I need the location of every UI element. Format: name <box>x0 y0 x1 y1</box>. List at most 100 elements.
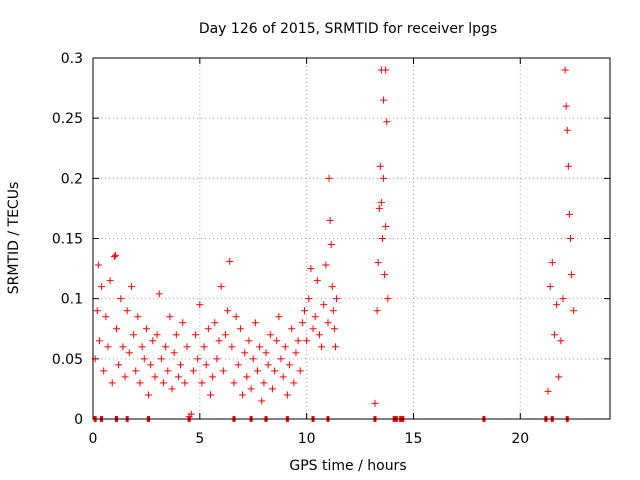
data-point <box>115 361 123 369</box>
data-point <box>236 325 244 333</box>
data-point <box>311 313 319 321</box>
data-point <box>326 216 334 224</box>
data-point <box>555 373 563 381</box>
data-point <box>239 391 247 399</box>
data-point <box>164 367 172 375</box>
y-tick-label: 0.05 <box>52 352 83 368</box>
data-point <box>228 343 236 351</box>
data-point <box>550 331 558 339</box>
data-point <box>247 385 255 393</box>
data-point <box>215 337 223 345</box>
data-point <box>381 271 389 279</box>
y-axis-label: SRMTID / TECUs <box>6 182 22 295</box>
data-point <box>142 325 150 333</box>
y-tick-label: 0.3 <box>61 51 83 67</box>
data-point <box>327 241 335 249</box>
data-point <box>121 373 129 381</box>
y-tick-label: 0.1 <box>61 292 83 308</box>
data-point <box>301 307 308 315</box>
data-point <box>134 313 142 321</box>
data-point <box>251 319 259 327</box>
chart-title: Day 126 of 2015, SRMTID for receiver lpg… <box>199 21 497 37</box>
data-point <box>273 337 281 345</box>
data-point <box>382 222 390 230</box>
data-point <box>258 397 266 405</box>
data-point <box>383 118 391 126</box>
data-point <box>271 367 279 375</box>
data-point <box>557 337 565 345</box>
data-point <box>566 235 574 242</box>
data-point <box>162 343 170 351</box>
data-point <box>330 325 338 333</box>
y-tick-label: 0.2 <box>61 171 83 187</box>
data-point <box>160 379 167 387</box>
data-point <box>294 337 302 345</box>
data-point <box>202 361 210 369</box>
data-points <box>91 66 578 421</box>
data-point <box>194 355 202 363</box>
data-point <box>93 307 101 315</box>
data-point <box>102 313 110 321</box>
data-point <box>559 295 567 303</box>
data-point <box>224 307 232 315</box>
axis-ticks <box>92 57 610 420</box>
data-point <box>570 307 578 315</box>
data-point <box>119 343 127 351</box>
data-point <box>277 355 285 363</box>
data-point <box>170 349 178 357</box>
data-point <box>226 257 234 265</box>
data-point <box>266 331 274 339</box>
data-point <box>380 174 388 182</box>
data-point <box>196 301 204 309</box>
data-point <box>108 379 116 387</box>
plot-frame <box>92 57 611 420</box>
data-point <box>318 343 326 351</box>
data-point <box>95 337 103 345</box>
data-point <box>209 373 217 381</box>
data-point <box>328 283 336 291</box>
y-tick-label: 0.15 <box>52 232 83 248</box>
tick-labels: 0 5 10 15 20 0 0.05 0.1 0.15 0.2 0.25 0.3 <box>52 51 529 447</box>
data-point <box>125 349 133 357</box>
data-point <box>260 379 268 387</box>
data-point <box>331 343 339 351</box>
data-point <box>333 295 341 303</box>
x-tick-label: 0 <box>89 431 98 447</box>
grid-lines <box>93 58 610 419</box>
data-point <box>174 373 182 381</box>
data-point <box>562 102 570 110</box>
data-point <box>292 349 300 357</box>
data-point <box>275 313 283 321</box>
data-point <box>324 319 332 327</box>
data-point <box>153 331 161 339</box>
data-point <box>110 253 118 261</box>
data-point <box>177 361 185 369</box>
data-point <box>98 283 106 291</box>
data-point <box>384 295 392 303</box>
data-point <box>322 261 330 269</box>
data-point <box>283 391 291 399</box>
data-point <box>132 367 140 375</box>
data-point <box>221 331 229 339</box>
data-point <box>546 283 554 291</box>
y-tick-label: 0.25 <box>52 111 83 127</box>
data-point <box>183 343 191 351</box>
data-point <box>219 367 227 375</box>
data-point <box>100 367 108 375</box>
data-point <box>106 277 114 285</box>
data-point <box>325 174 333 182</box>
data-point <box>313 277 321 285</box>
data-point <box>288 325 296 333</box>
data-point <box>155 290 163 298</box>
data-point <box>286 361 294 369</box>
data-point <box>565 210 573 218</box>
data-point <box>217 283 225 291</box>
data-point <box>166 313 174 321</box>
data-point <box>548 259 556 267</box>
data-point <box>307 265 315 273</box>
data-point <box>213 355 221 363</box>
x-tick-label: 10 <box>298 431 316 447</box>
data-point <box>320 301 328 309</box>
data-point <box>564 162 572 170</box>
data-point <box>377 198 385 206</box>
